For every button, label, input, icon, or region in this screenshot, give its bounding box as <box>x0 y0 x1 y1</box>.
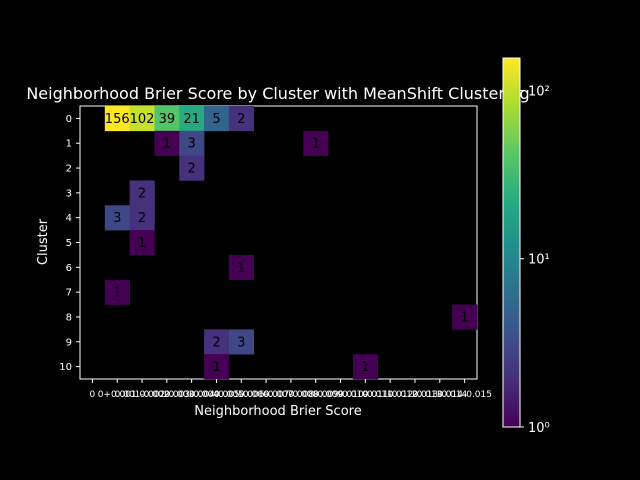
heatmap-cell <box>129 106 155 132</box>
cell-value-label: 2 <box>138 211 146 226</box>
x-tick-label: 0.004-0.005 <box>189 390 244 400</box>
colorbar-tick-label: 10¹ <box>528 253 550 268</box>
y-tick-label: 0 <box>66 114 72 125</box>
heatmap-cell <box>154 130 180 156</box>
heatmap-cell <box>204 106 230 132</box>
y-axis-ticks: 0 1 2 3 4 5 6 7 8 9 10 <box>59 114 80 373</box>
cell-value-label: 1 <box>460 310 468 325</box>
cell-value-label: 2 <box>138 186 146 201</box>
x-tick-label: 0.014-0.015 <box>437 390 492 400</box>
cell-value-label: 102 <box>130 112 155 127</box>
y-tick-label: 5 <box>66 238 72 249</box>
y-tick-label: 8 <box>66 312 72 323</box>
colorbar <box>502 57 521 428</box>
cell-value-label: 1 <box>138 236 146 251</box>
y-tick-label: 7 <box>66 288 72 299</box>
heatmap-cell <box>154 106 180 132</box>
x-tick-label: 0.013-0.014 <box>412 390 467 400</box>
heatmap-cell <box>104 279 130 305</box>
y-tick-label: 10 <box>59 362 72 373</box>
cell-value-label: 1 <box>361 360 369 375</box>
cell-value-label: 2 <box>188 162 196 177</box>
heatmap-cell <box>129 180 155 206</box>
x-tick-label: 0.003-0.004 <box>164 390 219 400</box>
y-axis-label: Cluster <box>36 218 51 265</box>
x-tick-label: 0.001-0.002 <box>115 390 170 400</box>
cell-value-label: 3 <box>237 335 245 350</box>
cell-value-label: 1 <box>312 137 320 152</box>
colorbar-tick-label: 10² <box>528 84 550 99</box>
x-axis-ticks: 0 0+0.0010.001-0.0020.002-0.0030.003-0.00… <box>90 379 492 400</box>
x-tick-label: 0.008-0.009 <box>288 390 343 400</box>
cell-value-label: 1 <box>163 137 171 152</box>
heatmap-cell <box>228 106 254 132</box>
heatmap-cells <box>104 106 478 380</box>
cell-value-label: 5 <box>212 112 220 127</box>
heatmap-cell <box>129 230 155 256</box>
y-tick-label: 9 <box>66 337 72 348</box>
cell-value-label: 2 <box>237 112 245 127</box>
heatmap-cell <box>352 354 379 380</box>
colorbar-ticks: 10⁰ 10¹ 10² <box>520 84 550 436</box>
y-tick-label: 2 <box>66 164 72 175</box>
chart-title: Neighborhood Brier Score by Cluster with… <box>26 84 529 103</box>
heatmap-cell <box>104 205 130 231</box>
cell-value-label: 21 <box>183 112 200 127</box>
heatmap-cell <box>179 106 205 132</box>
x-tick-label: 0.006-0.007 <box>239 390 294 400</box>
heatmap-cell <box>452 304 478 330</box>
x-tick-label: 0.002-0.003 <box>139 390 194 400</box>
x-tick-label: 0.012-0.013 <box>388 390 443 400</box>
colorbar-tick-label: 10⁰ <box>528 421 550 436</box>
cell-value-label: 1 <box>212 360 220 375</box>
cell-value-label: 2 <box>212 335 220 350</box>
x-tick-label: 0.010-0.011 <box>338 390 393 400</box>
cell-value-label: 1 <box>113 286 121 301</box>
y-tick-label: 3 <box>66 188 72 199</box>
y-tick-label: 4 <box>66 213 72 224</box>
cell-value-label: 3 <box>113 211 121 226</box>
x-tick-label: 0.009-0.010 <box>313 390 368 400</box>
heatmap-cell <box>228 254 254 281</box>
cell-value-label: 39 <box>159 112 176 127</box>
heatmap-cell <box>129 205 155 231</box>
x-axis-label: Neighborhood Brier Score <box>194 404 361 419</box>
heatmap-cell <box>228 329 254 355</box>
y-tick-label: 6 <box>66 263 72 274</box>
x-tick-label: 0.007-0.008 <box>264 390 319 400</box>
heatmap-cell <box>303 130 329 156</box>
cell-value-label: 3 <box>188 137 196 152</box>
heatmap-cell <box>179 130 205 156</box>
cell-value-label: 1 <box>237 261 245 276</box>
heatmap-cell <box>179 155 205 181</box>
heatmap-cell <box>104 106 130 132</box>
cell-value-label: 156 <box>105 112 130 127</box>
x-tick-label: 0 <box>90 390 96 400</box>
heatmap-cell <box>204 329 230 355</box>
heatmap-cell <box>204 354 230 380</box>
x-tick-label: 0.011-0.012 <box>363 390 418 400</box>
y-tick-label: 1 <box>66 139 72 150</box>
x-tick-label: 0+0.001 <box>98 390 137 400</box>
x-tick-label: 0.005-0.006 <box>214 390 269 400</box>
